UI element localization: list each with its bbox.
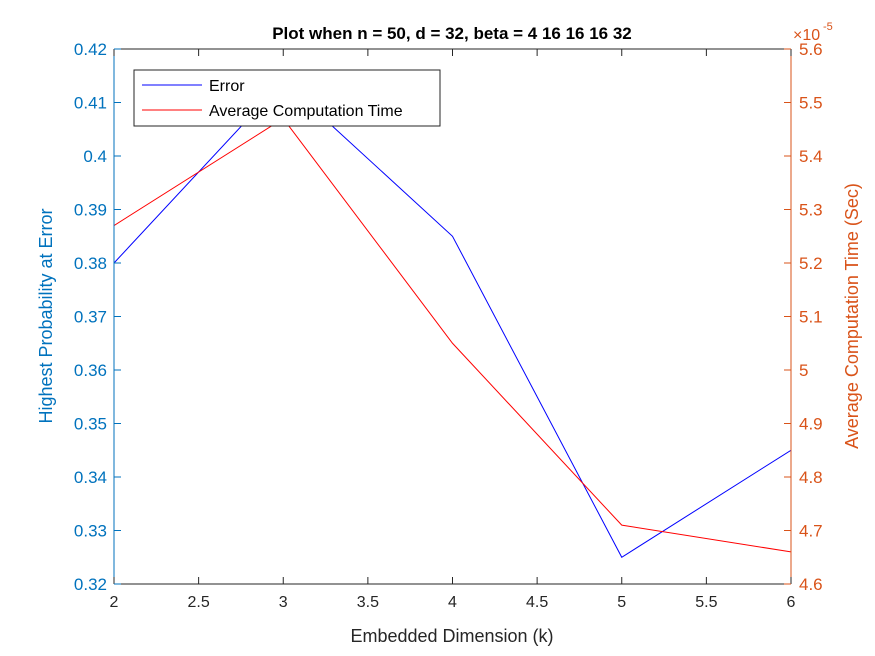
left-y-tick-label: 0.42 bbox=[74, 40, 107, 59]
x-ticks: 2 2.5 3 3.5 4 4.5 5 5.5 6 bbox=[110, 49, 796, 611]
right-axis-exponent-power: -5 bbox=[823, 21, 833, 33]
x-tick-label: 3 bbox=[279, 594, 288, 611]
left-y-tick-label: 0.39 bbox=[74, 201, 107, 220]
right-y-tick-label: 4.8 bbox=[799, 468, 823, 487]
left-y-tick-label: 0.38 bbox=[74, 254, 107, 273]
left-y-tick-label: 0.37 bbox=[74, 308, 107, 327]
left-y-ticks: 0.32 0.33 0.34 0.35 0.36 0.37 0.38 0.39 0.4 0.41 0… bbox=[74, 40, 121, 594]
right-y-tick-label: 5.4 bbox=[799, 147, 823, 166]
x-tick-label: 5 bbox=[617, 594, 626, 611]
right-y-tick-label: 4.7 bbox=[799, 522, 823, 541]
legend-box bbox=[133, 69, 441, 127]
left-y-tick-label: 0.32 bbox=[74, 575, 107, 594]
right-axis-exponent-base: ×10 bbox=[793, 27, 820, 44]
point-avg-computation-time bbox=[451, 342, 454, 345]
left-y-tick-label: 0.34 bbox=[74, 468, 107, 487]
left-y-tick-label: 0.35 bbox=[74, 415, 107, 434]
series-line-avg-computation-time bbox=[114, 117, 791, 553]
right-y-tick-label: 5.6 bbox=[799, 40, 823, 59]
left-y-tick-label: 0.33 bbox=[74, 522, 107, 541]
right-y-tick-label: 5.3 bbox=[799, 201, 823, 220]
series-layer bbox=[114, 80, 791, 559]
x-tick-label: 2 bbox=[110, 594, 119, 611]
left-y-tick-label: 0.41 bbox=[74, 94, 107, 113]
right-axis-exponent: ×10 -5 bbox=[793, 21, 833, 44]
point-error bbox=[620, 556, 623, 559]
point-error bbox=[451, 235, 454, 238]
left-y-tick-label: 0.36 bbox=[74, 361, 107, 380]
x-tick-label: 3.5 bbox=[357, 594, 379, 611]
x-tick-label: 4 bbox=[448, 594, 457, 611]
chart-title: Plot when n = 50, d = 32, beta = 4 16 16… bbox=[272, 24, 632, 43]
x-tick-label: 2.5 bbox=[188, 594, 210, 611]
point-avg-computation-time bbox=[620, 524, 623, 527]
right-y-axis-label: Average Computation Time (Sec) bbox=[842, 183, 862, 449]
left-y-tick-label: 0.4 bbox=[83, 147, 107, 166]
left-y-axis-label: Highest Probability at Error bbox=[36, 208, 56, 423]
right-y-ticks: 4.6 4.7 4.8 4.9 5 5.1 5.2 5.3 5.4 5.5 5.6 bbox=[784, 40, 823, 594]
x-tick-label: 6 bbox=[787, 594, 796, 611]
right-y-tick-label: 4.9 bbox=[799, 415, 823, 434]
right-y-tick-label: 5.5 bbox=[799, 94, 823, 113]
legend-label-error: Error bbox=[209, 78, 245, 95]
legend-label-avg-time: Average Computation Time bbox=[209, 103, 403, 120]
legend: Error Average Computation Time bbox=[133, 69, 441, 127]
right-y-tick-label: 5.1 bbox=[799, 308, 823, 327]
x-axis-label: Embedded Dimension (k) bbox=[350, 626, 553, 646]
right-y-tick-label: 4.6 bbox=[799, 575, 823, 594]
x-tick-label: 5.5 bbox=[695, 594, 717, 611]
right-y-tick-label: 5 bbox=[799, 361, 808, 380]
x-tick-label: 4.5 bbox=[526, 594, 548, 611]
right-y-tick-label: 5.2 bbox=[799, 254, 823, 273]
series-line-error bbox=[114, 80, 791, 558]
